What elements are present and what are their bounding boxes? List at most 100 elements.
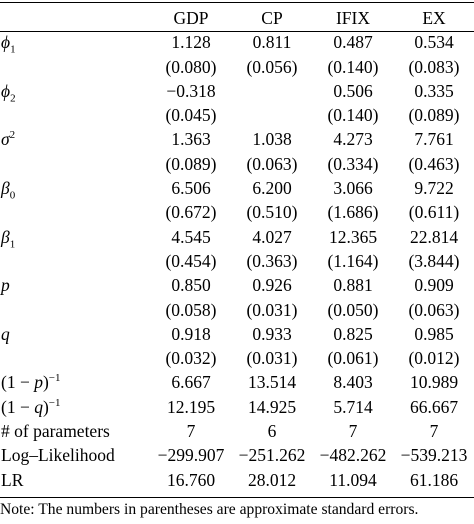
row-label: ϕ2 [1, 80, 16, 105]
header-corner [0, 6, 150, 30]
row-label [0, 55, 150, 79]
table-cell: (0.083) [408, 56, 460, 77]
table-cell: 16.760 [166, 469, 216, 490]
table-row-std-errors: (0.058) (0.031) (0.050) (0.063) [0, 298, 474, 322]
table-cell: 7 [348, 421, 358, 442]
table-cell: 13.514 [247, 372, 297, 393]
table-cell: (0.050) [327, 299, 379, 320]
table-cell: (0.672) [165, 202, 217, 223]
table-cell: (0.363) [246, 250, 298, 271]
table-cell: 0.909 [414, 275, 454, 296]
table-row: p 0.850 0.926 0.881 0.909 [0, 273, 474, 297]
table-cell: (0.463) [408, 153, 460, 174]
table-cell: 0.534 [414, 32, 454, 53]
table-cell: (0.031) [246, 348, 298, 369]
table-cell: 0.487 [333, 32, 373, 53]
table-cell: 61.186 [409, 469, 459, 490]
table-cell: 0.811 [252, 32, 292, 53]
table-cell: (1.686) [327, 202, 379, 223]
table-cell: (0.510) [246, 202, 298, 223]
header-gdp: GDP [173, 8, 209, 28]
table-cell: 1.038 [252, 129, 292, 150]
table-cell: (0.032) [165, 348, 217, 369]
table-cell: 0.926 [252, 275, 292, 296]
table-note: Note: The numbers in parentheses are app… [0, 501, 419, 518]
estimates-table: GDP CP IFIX EX ϕ1 1.128 0.811 0.487 0.534 (0.… [0, 6, 474, 492]
row-label: p [1, 275, 10, 296]
row-label [0, 298, 150, 322]
table-cell: 6.200 [252, 178, 292, 199]
table-row: Log–Likelihood −299.907 −251.262 −482.262 −5… [0, 443, 474, 467]
row-label: β0 [1, 178, 16, 202]
table-cell: 9.722 [414, 178, 454, 199]
table-cell: −539.213 [400, 445, 468, 466]
table-cell: 5.714 [333, 396, 373, 417]
header-rule [0, 31, 474, 32]
table-cell: 1.363 [171, 129, 211, 150]
table-row-std-errors: (0.672) (0.510) (1.686) (0.611) [0, 200, 474, 224]
table-cell: 4.273 [333, 129, 373, 150]
table-cell: 6.506 [171, 178, 211, 199]
table-row: β1 4.545 4.027 12.365 22.814 [0, 225, 474, 251]
table-row: (1 − p)−1 6.667 13.514 8.403 10.989 [0, 370, 474, 394]
table-body: ϕ1 1.128 0.811 0.487 0.534 (0.080) (0.056) (0.1… [0, 30, 474, 492]
table-cell: −299.907 [157, 445, 225, 466]
row-label [0, 103, 150, 127]
row-label: β1 [1, 226, 16, 251]
table-cell: (0.080) [165, 56, 217, 77]
row-label [0, 249, 150, 273]
row-label: # of parameters [1, 421, 110, 442]
table-cell: (0.063) [246, 153, 298, 174]
header-row: GDP CP IFIX EX [0, 6, 474, 30]
bottom-rule [0, 497, 474, 498]
table-cell: 4.027 [252, 226, 292, 247]
table-cell: 7 [429, 421, 439, 442]
table-row-std-errors: (0.454) (0.363) (1.164) (3.844) [0, 249, 474, 273]
table-cell: (0.061) [327, 348, 379, 369]
row-label [0, 152, 150, 176]
table-cell: (0.031) [246, 299, 298, 320]
table-cell: (0.045) [165, 105, 217, 126]
table-cell: 0.933 [252, 323, 292, 344]
table-row: (1 − q)−1 12.195 14.925 5.714 66.667 [0, 395, 474, 419]
table-row: LR 16.760 28.012 11.094 61.186 [0, 468, 474, 492]
table-row-std-errors: (0.045) (0.140) (0.089) [0, 103, 474, 127]
table-cell: (0.089) [408, 105, 460, 126]
table-cell: 8.403 [333, 372, 373, 393]
table-cell: 28.012 [247, 469, 297, 490]
row-label: σ2 [1, 129, 16, 150]
table-row: ϕ2 −0.318 0.506 0.335 [0, 79, 474, 105]
table-cell: 12.365 [328, 226, 378, 247]
table-cell: (0.611) [408, 202, 460, 223]
table-row: β0 6.506 6.200 3.066 9.722 [0, 176, 474, 202]
table-cell: 3.066 [333, 178, 373, 199]
table-cell: 66.667 [409, 396, 459, 417]
top-rule [0, 2, 474, 3]
table-row: σ2 1.363 1.038 4.273 7.761 [0, 127, 474, 151]
table-cell: −482.262 [319, 445, 387, 466]
table-cell: 7.761 [414, 129, 454, 150]
table-cell: 0.850 [171, 275, 211, 296]
table-cell: (0.140) [327, 56, 379, 77]
table-cell: (0.056) [246, 56, 298, 77]
table-cell: 4.545 [171, 226, 211, 247]
row-label: LR [1, 469, 24, 490]
table-cell: 0.335 [414, 80, 454, 101]
table-cell: 1.128 [171, 32, 211, 53]
table-cell: (0.058) [165, 299, 217, 320]
table-cell: 6 [267, 421, 277, 442]
table-cell: (0.089) [165, 153, 217, 174]
table-cell: (0.012) [408, 348, 460, 369]
row-label: q [1, 323, 10, 344]
table-cell: 7 [186, 421, 196, 442]
row-label: ϕ1 [1, 32, 16, 56]
table-cell: 0.825 [333, 323, 373, 344]
table-row: ϕ1 1.128 0.811 0.487 0.534 [0, 30, 474, 56]
table-row: q 0.918 0.933 0.825 0.985 [0, 322, 474, 346]
table-cell: 22.814 [409, 226, 459, 247]
table-cell: 11.094 [329, 469, 377, 490]
table-cell [232, 79, 312, 103]
table-cell: 12.195 [166, 396, 216, 417]
row-label [0, 346, 150, 370]
table-cell: 6.667 [171, 372, 211, 393]
